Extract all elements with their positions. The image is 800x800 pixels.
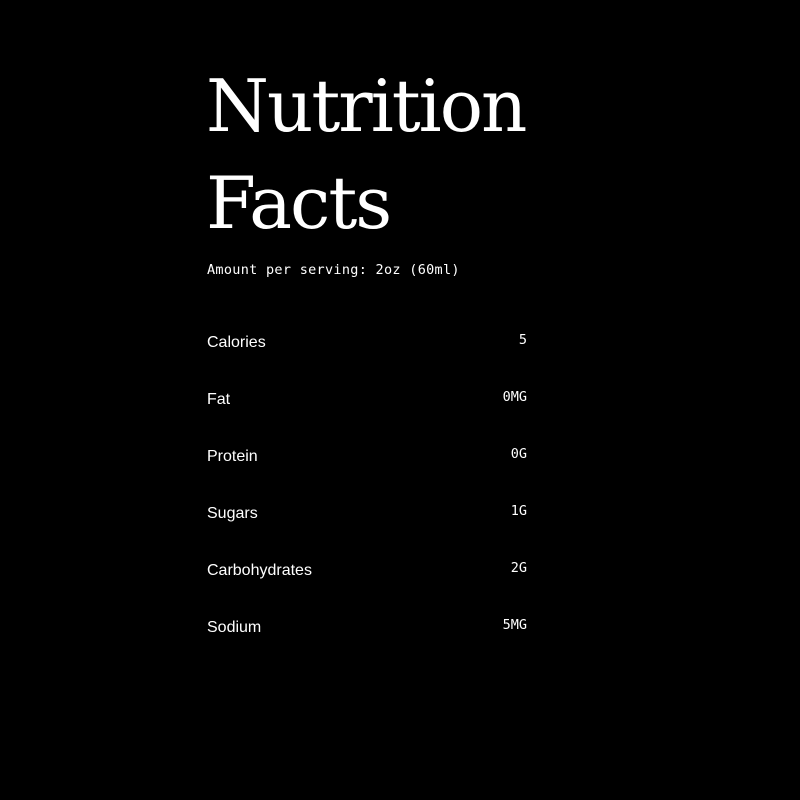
- page-title: Nutrition Facts: [206, 58, 527, 252]
- title-line-1: Nutrition: [206, 64, 527, 148]
- nutrient-label: Calories: [207, 334, 266, 351]
- nutrient-label: Protein: [207, 448, 258, 465]
- nutrition-list: Calories 5 Fat 0MG Protein 0G Sugars 1G Carb…: [207, 332, 527, 674]
- nutrient-value: 5: [518, 332, 527, 348]
- nutrition-row-carbohydrates: Carbohydrates 2G: [207, 560, 527, 617]
- nutrient-value: 2G: [510, 560, 527, 576]
- nutrition-row-calories: Calories 5: [207, 332, 527, 389]
- nutrient-value: 1G: [510, 503, 527, 519]
- nutrient-value: 0G: [510, 446, 527, 462]
- nutrition-row-sodium: Sodium 5MG: [207, 617, 527, 674]
- nutrient-label: Carbohydrates: [207, 562, 312, 579]
- nutrient-label: Sugars: [207, 505, 258, 522]
- nutrient-value: 0MG: [502, 389, 527, 405]
- nutrition-row-fat: Fat 0MG: [207, 389, 527, 446]
- serving-size: Amount per serving: 2oz (60ml): [207, 262, 460, 278]
- nutrient-label: Sodium: [207, 619, 262, 636]
- nutrition-row-protein: Protein 0G: [207, 446, 527, 503]
- nutrition-row-sugars: Sugars 1G: [207, 503, 527, 560]
- title-line-2: Facts: [206, 161, 392, 245]
- nutrient-label: Fat: [207, 391, 231, 408]
- nutrient-value: 5MG: [502, 617, 527, 633]
